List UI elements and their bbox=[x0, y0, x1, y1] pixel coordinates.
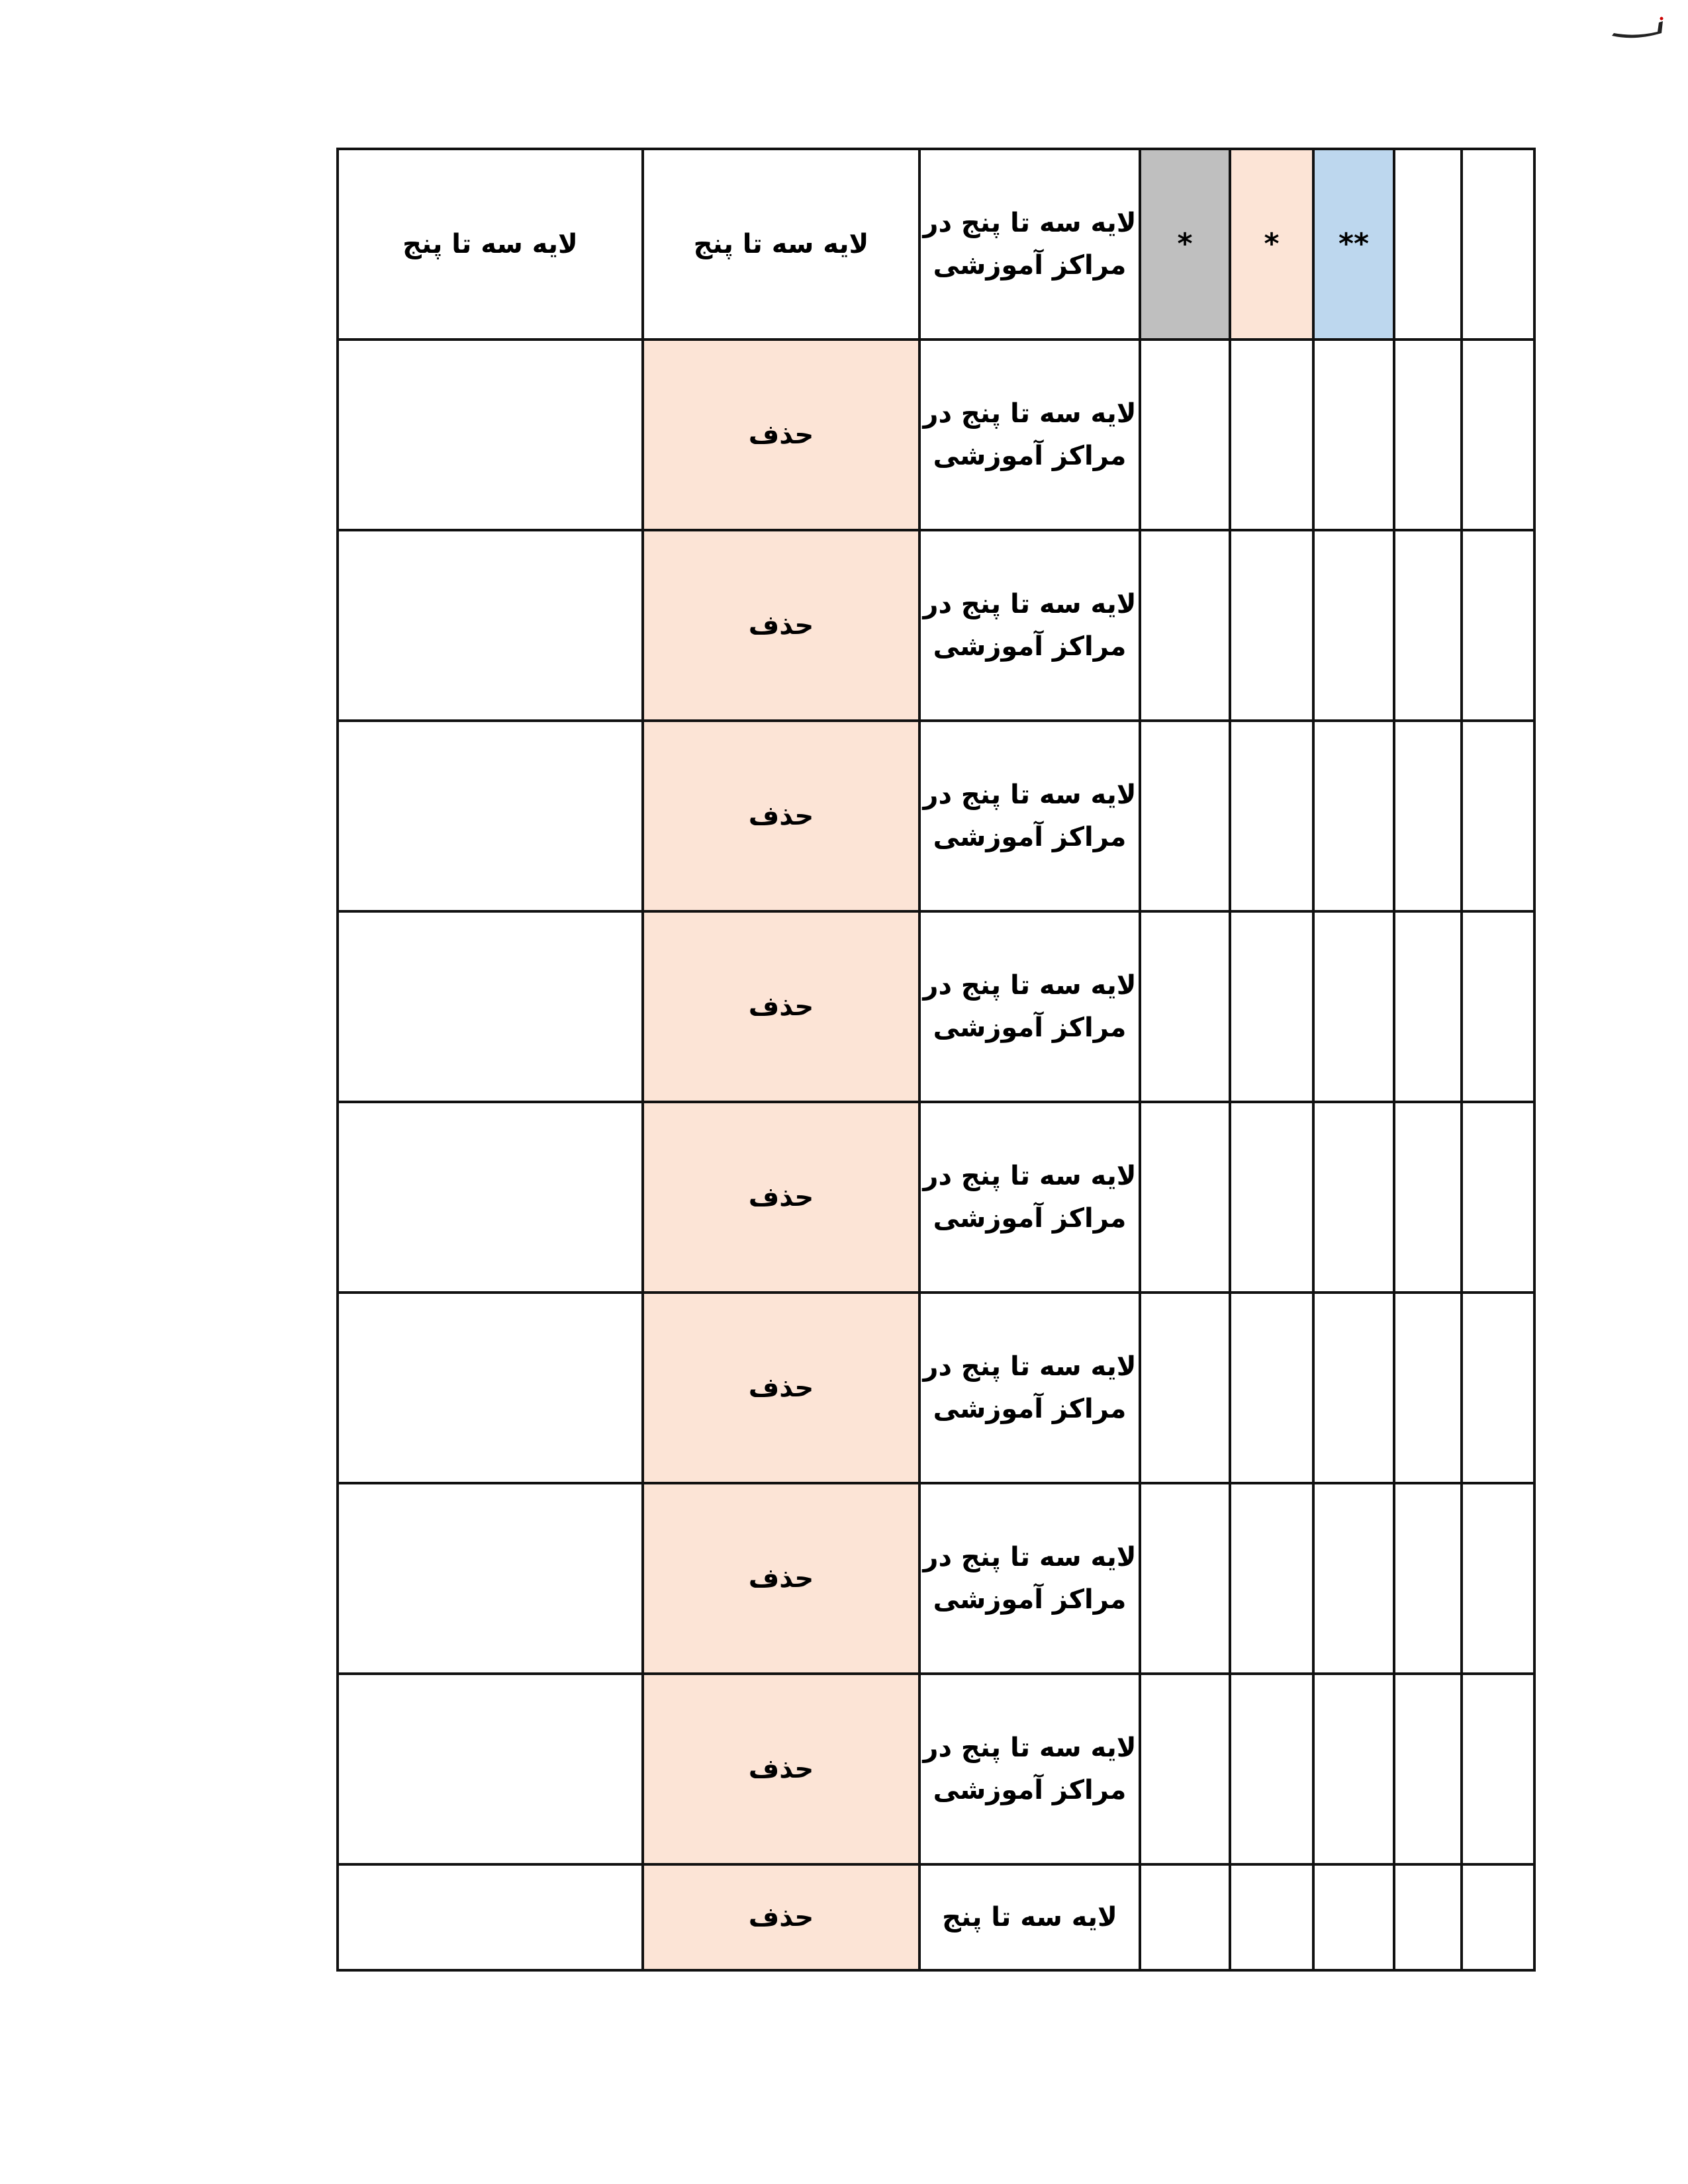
header-cell-6: ** bbox=[1312, 148, 1395, 341]
table-cell-5 bbox=[1229, 1482, 1315, 1675]
table-cell-8 bbox=[1460, 529, 1536, 722]
table-row: حذف لایه سه تا پنج در مراکز آموزشی bbox=[336, 338, 1536, 531]
table-cell-1 bbox=[336, 1863, 644, 1972]
table-cell-2: حذف bbox=[641, 338, 921, 531]
header-cell-3: لایه سه تا پنج در مراکز آموزشی bbox=[918, 148, 1141, 341]
table-cell-5 bbox=[1229, 1101, 1315, 1294]
table-cell-7 bbox=[1393, 529, 1463, 722]
table-row: حذف لایه سه تا پنج در مراکز آموزشی bbox=[336, 719, 1536, 913]
table-cell-7 bbox=[1393, 1291, 1463, 1484]
table-cell-7 bbox=[1393, 1672, 1463, 1866]
table-cell-6 bbox=[1312, 529, 1395, 722]
table-cell-4 bbox=[1139, 1101, 1231, 1294]
table-row: حذف لایه سه تا پنج در مراکز آموزشی bbox=[336, 910, 1536, 1103]
table-row: حذف لایه سه تا پنج bbox=[336, 1863, 1536, 1972]
table-cell-3: لایه سه تا پنج در مراکز آموزشی bbox=[918, 1101, 1141, 1294]
header-cell-7 bbox=[1393, 148, 1463, 341]
table-cell-2: حذف bbox=[641, 1482, 921, 1675]
table-cell-4 bbox=[1139, 1482, 1231, 1675]
table-cell-4 bbox=[1139, 910, 1231, 1103]
header-row: لایه سه تا پنج لایه سه تا پنج لایه سه تا… bbox=[336, 148, 1536, 341]
table-cell-3: لایه سه تا پنج در مراکز آموزشی bbox=[918, 1482, 1141, 1675]
header-cell-5: * bbox=[1229, 148, 1315, 341]
table-cell-1 bbox=[336, 338, 644, 531]
table-cell-8 bbox=[1460, 1863, 1536, 1972]
table-cell-3: لایه سه تا پنج در مراکز آموزشی bbox=[918, 719, 1141, 913]
table-cell-6 bbox=[1312, 719, 1395, 913]
table-cell-8 bbox=[1460, 1101, 1536, 1294]
table-cell-6 bbox=[1312, 1291, 1395, 1484]
table-row: حذف لایه سه تا پنج در مراکز آموزشی bbox=[336, 1672, 1536, 1866]
table-cell-3: لایه سه تا پنج bbox=[918, 1863, 1141, 1972]
table-cell-8 bbox=[1460, 1482, 1536, 1675]
table-cell-4 bbox=[1139, 338, 1231, 531]
header-cell-8 bbox=[1460, 148, 1536, 341]
table-cell-8 bbox=[1460, 1672, 1536, 1866]
table-cell-1 bbox=[336, 910, 644, 1103]
table-cell-2: حذف bbox=[641, 1863, 921, 1972]
table-cell-3: لایه سه تا پنج در مراکز آموزشی bbox=[918, 338, 1141, 531]
table-cell-4 bbox=[1139, 1291, 1231, 1484]
table-cell-7 bbox=[1393, 1101, 1463, 1294]
table-row: حذف لایه سه تا پنج در مراکز آموزشی bbox=[336, 529, 1536, 722]
table-cell-3: لایه سه تا پنج در مراکز آموزشی bbox=[918, 1672, 1141, 1866]
table-cell-5 bbox=[1229, 1863, 1315, 1972]
tabnak-kerman-logo bbox=[1612, 17, 1664, 38]
table-cell-1 bbox=[336, 719, 644, 913]
table-cell-5 bbox=[1229, 1291, 1315, 1484]
table-cell-7 bbox=[1393, 910, 1463, 1103]
table-cell-8 bbox=[1460, 719, 1536, 913]
table-cell-4 bbox=[1139, 529, 1231, 722]
table-cell-7 bbox=[1393, 719, 1463, 913]
table-cell-6 bbox=[1312, 338, 1395, 531]
table-cell-8 bbox=[1460, 338, 1536, 531]
table-row: حذف لایه سه تا پنج در مراکز آموزشی bbox=[336, 1291, 1536, 1484]
table-cell-6 bbox=[1312, 1101, 1395, 1294]
table-cell-4 bbox=[1139, 1672, 1231, 1866]
table-cell-6 bbox=[1312, 1672, 1395, 1866]
header-cell-2: لایه سه تا پنج bbox=[641, 148, 921, 341]
table-row: حذف لایه سه تا پنج در مراکز آموزشی bbox=[336, 1482, 1536, 1675]
header-cell-1: لایه سه تا پنج bbox=[336, 148, 644, 341]
table-cell-7 bbox=[1393, 1482, 1463, 1675]
table-cell-1 bbox=[336, 1291, 644, 1484]
table-cell-7 bbox=[1393, 338, 1463, 531]
header-cell-4: * bbox=[1139, 148, 1231, 341]
table-cell-3: لایه سه تا پنج در مراکز آموزشی bbox=[918, 1291, 1141, 1484]
table-cell-5 bbox=[1229, 1672, 1315, 1866]
table-cell-2: حذف bbox=[641, 719, 921, 913]
table-cell-5 bbox=[1229, 910, 1315, 1103]
table-cell-6 bbox=[1312, 910, 1395, 1103]
table-cell-6 bbox=[1312, 1863, 1395, 1972]
table-cell-2: حذف bbox=[641, 1291, 921, 1484]
table-cell-2: حذف bbox=[641, 1672, 921, 1866]
table-cell-2: حذف bbox=[641, 1101, 921, 1294]
table-cell-2: حذف bbox=[641, 529, 921, 722]
table-cell-3: لایه سه تا پنج در مراکز آموزشی bbox=[918, 910, 1141, 1103]
table-cell-2: حذف bbox=[641, 910, 921, 1103]
table-cell-7 bbox=[1393, 1863, 1463, 1972]
table-cell-4 bbox=[1139, 1863, 1231, 1972]
table-cell-5 bbox=[1229, 719, 1315, 913]
table-cell-1 bbox=[336, 529, 644, 722]
table-cell-8 bbox=[1460, 1291, 1536, 1484]
table-cell-8 bbox=[1460, 910, 1536, 1103]
table-cell-3: لایه سه تا پنج در مراکز آموزشی bbox=[918, 529, 1141, 722]
table-cell-5 bbox=[1229, 338, 1315, 531]
table-cell-1 bbox=[336, 1482, 644, 1675]
table-cell-1 bbox=[336, 1101, 644, 1294]
table-cell-6 bbox=[1312, 1482, 1395, 1675]
table-cell-4 bbox=[1139, 719, 1231, 913]
document-table: لایه سه تا پنج لایه سه تا پنج لایه سه تا… bbox=[336, 148, 1536, 1972]
table-cell-1 bbox=[336, 1672, 644, 1866]
table-cell-5 bbox=[1229, 529, 1315, 722]
table-row: حذف لایه سه تا پنج در مراکز آموزشی bbox=[336, 1101, 1536, 1294]
